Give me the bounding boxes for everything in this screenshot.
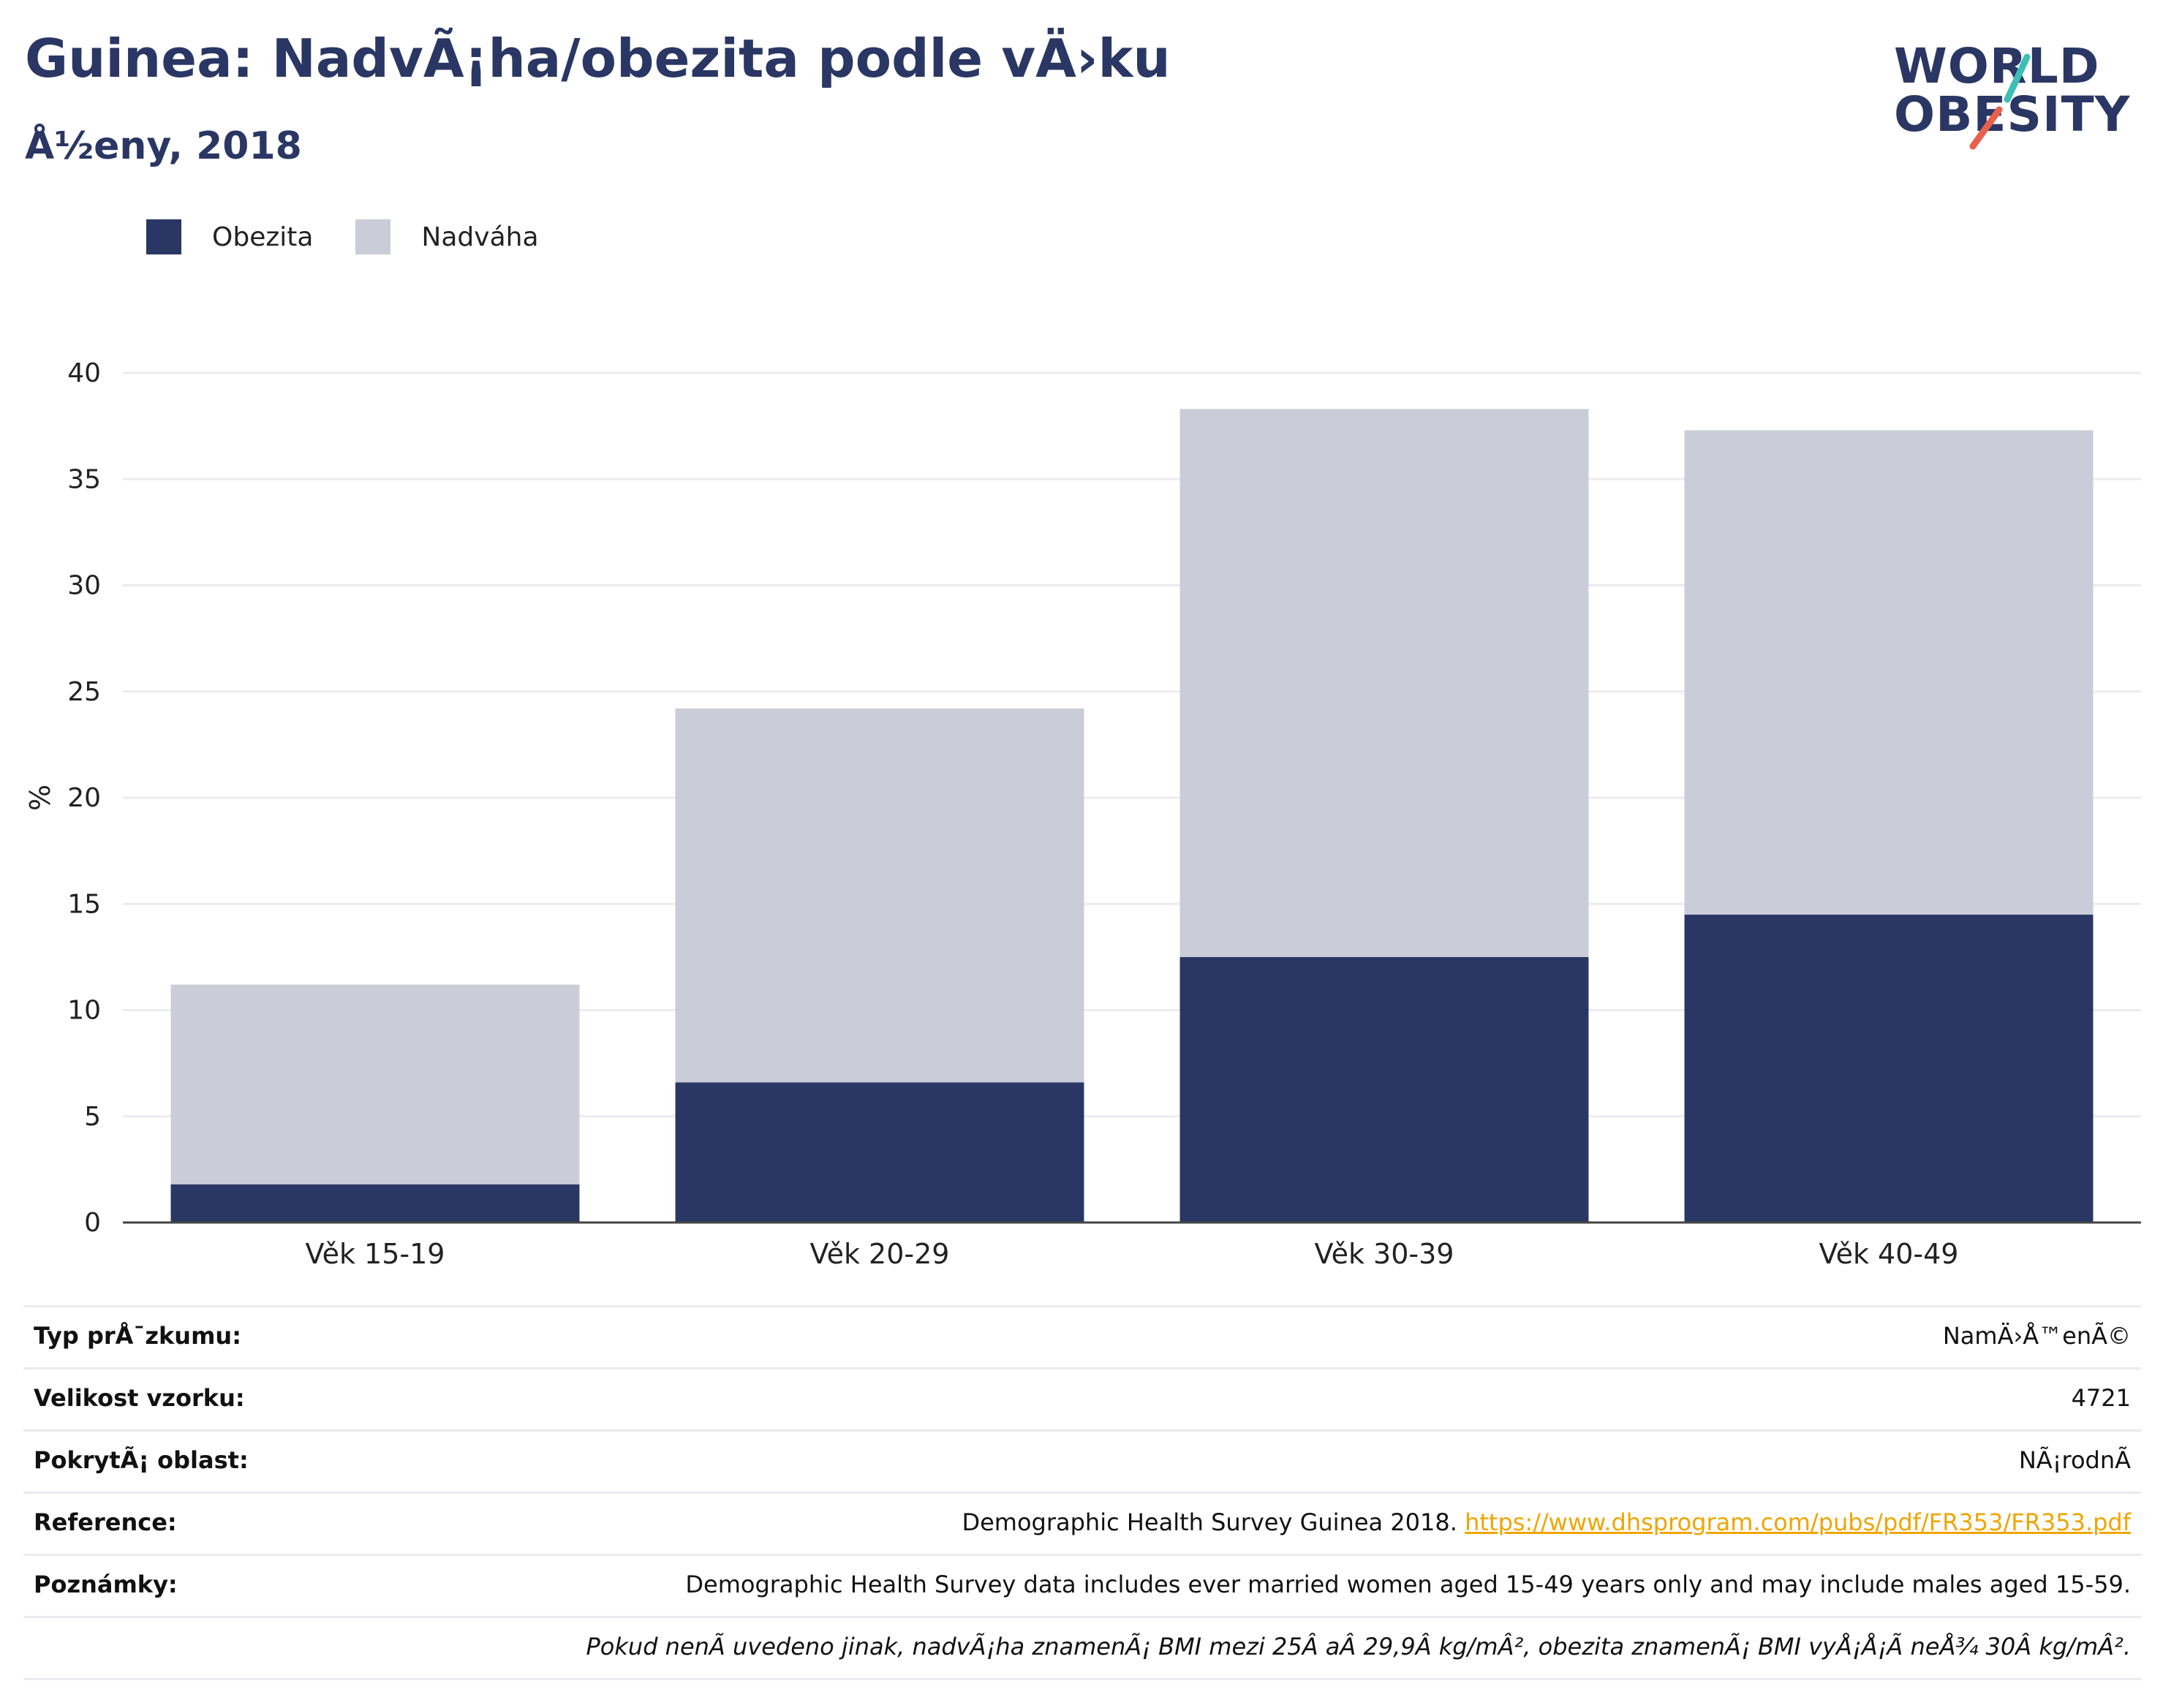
meta-row-sample-size: Velikost vzorku: 4721 <box>23 1367 2141 1429</box>
meta-value: Demographic Health Survey Guinea 2018. h… <box>962 1508 2131 1536</box>
x-tick-label: Věk 15-19 <box>306 1238 445 1265</box>
y-axis-label: % <box>24 785 56 811</box>
chart-subtitle: Å½eny, 2018 <box>25 124 302 168</box>
x-tick-label: Věk 20-29 <box>810 1238 950 1265</box>
bar-chart: 0 5 10 15 20 25 30 35 40% Věk 15-19 Věk 20-29 Věk 3… <box>24 358 2141 1265</box>
legend-swatch-nadvaha <box>355 219 391 254</box>
world-obesity-logo: WORLD OBESITY <box>1894 29 2143 161</box>
y-tick-label: 35 <box>67 464 101 494</box>
logo-line-2: OBESITY <box>1894 86 2131 143</box>
meta-row-survey-type: Typ prÅ¯zkumu: NamÄ›Å™enÃ© <box>23 1305 2141 1367</box>
y-tick-label: 10 <box>67 996 101 1026</box>
y-tick-label: 40 <box>67 358 101 388</box>
x-tick-label: Věk 30-39 <box>1315 1238 1454 1265</box>
legend-label-nadvaha: Nadváha <box>421 222 539 252</box>
meta-row-reference: Reference: Demographic Health Survey Gui… <box>23 1492 2141 1554</box>
meta-value: NÃ¡rodnÃ <box>2018 1446 2131 1474</box>
meta-label: Typ prÅ¯zkumu: <box>34 1322 241 1350</box>
bar-nadvaha <box>1179 409 1589 957</box>
meta-row-coverage: PokrytÃ¡ oblast: NÃ¡rodnÃ <box>23 1429 2141 1492</box>
bar-nadvaha <box>170 984 580 1184</box>
chart-title: Guinea: NadvÃ¡ha/obezita podle vÄ›ku <box>25 28 1171 89</box>
y-tick-label: 25 <box>67 677 101 707</box>
logo-slash-icon <box>1969 53 2031 150</box>
y-tick-label: 30 <box>67 571 101 601</box>
x-tick-label: Věk 40-49 <box>1819 1238 1959 1265</box>
bar-nadvaha <box>675 708 1084 1083</box>
legend-item-nadvaha: Nadváha <box>355 219 539 254</box>
logo-line-1: WORLD <box>1894 38 2100 94</box>
bar-obezita <box>675 1082 1084 1223</box>
y-tick-label: 20 <box>67 783 101 813</box>
meta-row-definition: Pokud nenÃ uvedeno jinak, nadvÃ¡ha zname… <box>23 1616 2141 1680</box>
reference-link[interactable]: https://www.dhsprogram.com/pubs/pdf/FR35… <box>1465 1508 2131 1536</box>
meta-label: Velikost vzorku: <box>34 1384 245 1412</box>
bar-nadvaha <box>1684 430 2094 915</box>
chart-legend: Obezita Nadváha <box>146 216 581 257</box>
meta-value: NamÄ›Å™enÃ© <box>1942 1322 2131 1350</box>
meta-row-notes: Poznámky: Demographic Health Survey data… <box>23 1554 2141 1616</box>
meta-value: Demographic Health Survey data includes … <box>685 1571 2131 1598</box>
meta-label: PokrytÃ¡ oblast: <box>34 1446 249 1474</box>
bar-obezita <box>1684 914 2094 1223</box>
meta-label: Poznámky: <box>34 1571 178 1598</box>
y-tick-label: 5 <box>84 1102 101 1132</box>
bar-obezita <box>170 1184 580 1223</box>
y-tick-label: 0 <box>84 1208 101 1238</box>
meta-value: 4721 <box>2071 1384 2131 1412</box>
y-tick-label: 15 <box>67 889 101 919</box>
reference-text: Demographic Health Survey Guinea 2018. <box>962 1508 1465 1536</box>
survey-info-table: Typ prÅ¯zkumu: NamÄ›Å™enÃ© Velikost vzor… <box>23 1305 2141 1680</box>
bar-obezita <box>1179 956 1589 1223</box>
meta-value: Pokud nenÃ uvedeno jinak, nadvÃ¡ha zname… <box>586 1633 2132 1660</box>
legend-item-obezita: Obezita <box>146 219 313 254</box>
meta-label: Reference: <box>34 1508 177 1536</box>
legend-swatch-obezita <box>146 219 181 254</box>
legend-label-obezita: Obezita <box>212 222 314 252</box>
